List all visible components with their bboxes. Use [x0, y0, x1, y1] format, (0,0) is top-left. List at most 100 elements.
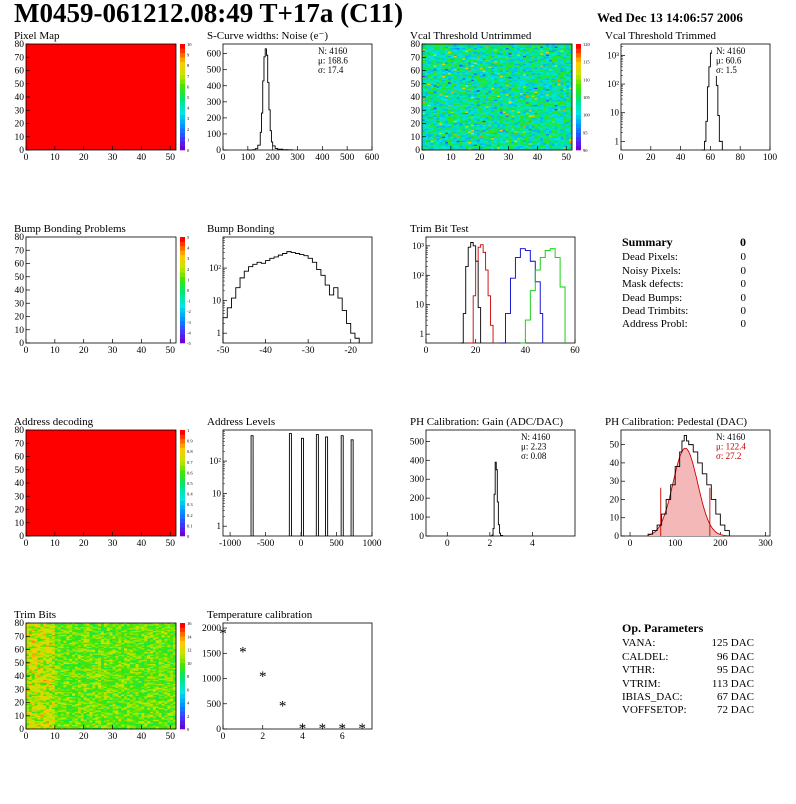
- stats-mu: μ: 122.4: [716, 442, 746, 452]
- colorbar-segment: [576, 57, 581, 62]
- y-tick-label: 30: [15, 492, 25, 502]
- x-tick-label: 0: [24, 539, 29, 549]
- colorbar-segment: [180, 246, 185, 251]
- colorbar-segment: [180, 62, 185, 67]
- y-tick-label: 10: [15, 326, 25, 336]
- colorbar-segment: [180, 237, 185, 242]
- y-tick-label: 70: [15, 246, 25, 256]
- y-tick-label: 1: [615, 136, 620, 146]
- colorbar-segment: [180, 312, 185, 317]
- colorbar-segment: [180, 443, 185, 448]
- y-tick-label: 100: [410, 513, 425, 523]
- colorbar-segment: [576, 115, 581, 120]
- y-tick-label: 0: [419, 532, 424, 542]
- y-tick-label: 10: [212, 296, 222, 306]
- y-tick-label: 50: [15, 273, 25, 283]
- colorbar-tick-label: 0: [187, 534, 190, 539]
- summary-label: Dead Pixels:: [622, 251, 678, 264]
- address-peak: [326, 437, 328, 536]
- x-tick-label: 500: [340, 153, 355, 163]
- colorbar-segment: [180, 128, 185, 133]
- address-peak: [289, 434, 291, 536]
- histogram-series: [223, 252, 359, 343]
- x-tick-label: -20: [344, 346, 357, 356]
- colorbar-segment: [180, 84, 185, 89]
- y-tick-label: 300: [410, 475, 425, 485]
- colorbar-segment: [180, 272, 185, 277]
- x-tick-label: 0: [299, 539, 304, 549]
- colorbar-segment: [180, 299, 185, 304]
- y-tick-label: 500: [207, 66, 222, 76]
- x-tick-label: -1000: [219, 539, 241, 549]
- y-tick-label: 10²: [209, 263, 221, 273]
- y-tick-label: 100: [207, 130, 222, 140]
- x-tick-label: 10: [50, 153, 60, 163]
- plot-frame: [223, 237, 372, 343]
- y-tick-label: 500: [410, 437, 425, 447]
- colorbar-tick-label: 1: [187, 137, 189, 142]
- colorbar-tick-label: 0.1: [187, 523, 193, 528]
- colorbar-segment: [180, 290, 185, 295]
- colorbar-segment: [180, 250, 185, 255]
- x-tick-label: 300: [758, 539, 773, 549]
- y-tick-label: 40: [15, 93, 25, 103]
- y-tick-label: 10²: [412, 270, 424, 280]
- summary-row: Dead Bumps:0: [622, 292, 746, 305]
- x-tick-label: 200: [266, 153, 281, 163]
- colorbar-segment: [576, 128, 581, 133]
- y-tick-label: 600: [207, 50, 222, 60]
- stats-sigma: σ: 0.08: [521, 451, 547, 461]
- x-tick-label: 0: [420, 153, 425, 163]
- colorbar-tick-label: 0.2: [187, 513, 193, 518]
- colorbar-tick-label: -4: [187, 330, 191, 335]
- x-tick-label: 20: [471, 346, 481, 356]
- y-tick-label: 70: [15, 53, 25, 63]
- colorbar-segment: [180, 141, 185, 146]
- colorbar-segment: [180, 88, 185, 93]
- histogram-series: [248, 49, 293, 150]
- y-tick-label: 80: [411, 40, 421, 50]
- x-tick-label: -30: [302, 346, 315, 356]
- colorbar-segment: [180, 514, 185, 519]
- colorbar-segment: [576, 110, 581, 115]
- colorbar-segment: [180, 452, 185, 457]
- colorbar-tick-label: 2: [187, 127, 189, 132]
- x-tick-label: 500: [329, 539, 344, 549]
- colorbar-segment: [180, 523, 185, 528]
- y-tick-label: 60: [15, 453, 25, 463]
- summary-total: 0: [740, 236, 746, 249]
- x-tick-label: -50: [217, 346, 230, 356]
- date-label: Wed Dec 13 14:06:57 2006: [597, 10, 743, 26]
- colorbar-segment: [180, 321, 185, 326]
- x-tick-label: 100: [668, 539, 683, 549]
- colorbar-tick-label: 0.8: [187, 449, 193, 454]
- y-tick-label: 10: [610, 108, 620, 118]
- x-tick-label: 200: [713, 539, 728, 549]
- colorbar-segment: [180, 277, 185, 282]
- y-tick-label: 10: [411, 133, 421, 143]
- x-tick-label: 40: [676, 153, 686, 163]
- x-tick-label: 40: [137, 539, 147, 549]
- plot-frame: [26, 237, 176, 343]
- y-tick-label: 20: [15, 506, 25, 516]
- x-tick-label: 0: [221, 153, 226, 163]
- colorbar-segment: [180, 303, 185, 308]
- x-tick-label: 0: [24, 346, 29, 356]
- y-tick-label: 0: [415, 146, 420, 156]
- colorbar-segment: [576, 79, 581, 84]
- colorbar-tick-label: 0.5: [187, 481, 193, 486]
- colorbar-segment: [180, 101, 185, 106]
- colorbar-segment: [180, 465, 185, 470]
- y-tick-label: 60: [15, 67, 25, 77]
- colorbar-tick-label: 0.6: [187, 470, 193, 475]
- y-tick-label: 70: [15, 439, 25, 449]
- colorbar-segment: [180, 286, 185, 291]
- y-tick-label: 20: [15, 313, 25, 323]
- summary-label: Mask defects:: [622, 278, 683, 291]
